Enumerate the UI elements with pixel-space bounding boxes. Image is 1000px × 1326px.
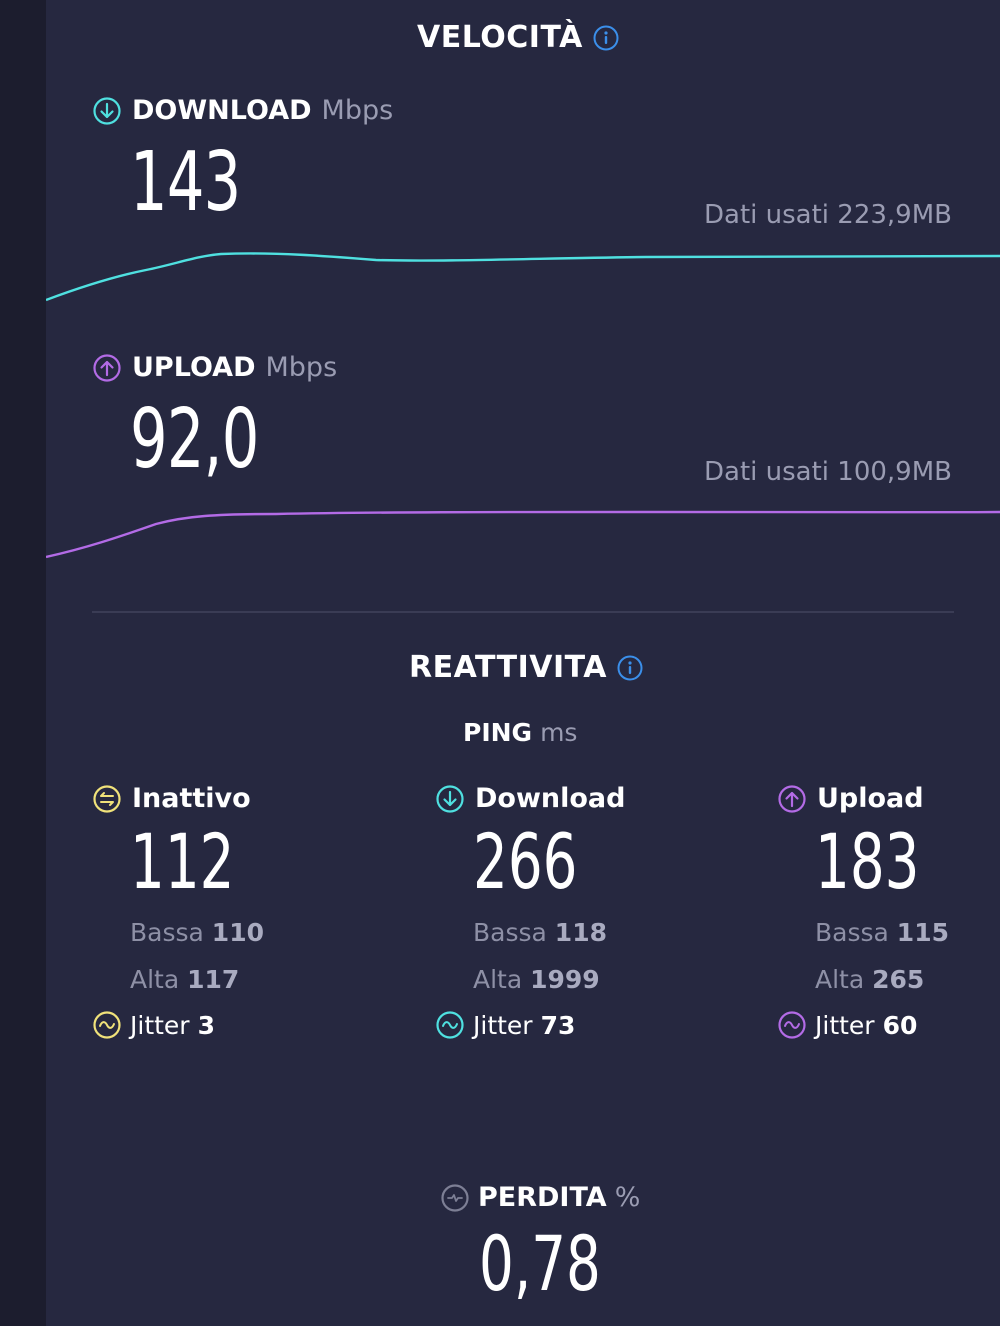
download-arrow-icon (436, 784, 464, 813)
download-label: DOWNLOAD (132, 95, 312, 126)
download-low-label: Bassa (473, 918, 547, 947)
responsiveness-title: REATTIVITA (409, 650, 607, 685)
upload-arrow-icon (778, 784, 806, 813)
packet-loss-icon (441, 1183, 469, 1212)
section-divider (92, 611, 954, 613)
download-data-used: Dati usati 223,9MB (704, 200, 952, 230)
ping-idle-column: Inattivo 112 Bassa 110 Alta 117 Jitter 3 (92, 783, 392, 1040)
upload-jitter-row: Jitter 60 (777, 1010, 987, 1040)
upload-graph-line (46, 510, 1000, 559)
upload-low-value: 115 (896, 918, 949, 947)
packet-loss-unit: % (614, 1182, 641, 1213)
responsiveness-section-header: REATTIVITA (409, 650, 643, 685)
packet-loss-value: 0,78 (479, 1219, 601, 1308)
download-arrow-icon (93, 96, 121, 125)
ping-unit: ms (540, 718, 578, 747)
idle-label: Inattivo (132, 783, 251, 814)
packet-loss-label: PERDITA (478, 1182, 607, 1213)
upload-ping-value: 183 (815, 817, 920, 906)
upload-speed-value: 92,0 (130, 392, 259, 487)
upload-label: UPLOAD (132, 352, 256, 383)
download-high-row: Alta 1999 (473, 965, 735, 994)
idle-icon (93, 784, 121, 813)
idle-high-row: Alta 117 (130, 965, 392, 994)
idle-jitter-value: 3 (197, 1010, 215, 1040)
upload-ping-label: Upload (817, 783, 924, 814)
download-speed-value: 143 (130, 135, 241, 230)
info-icon[interactable] (593, 25, 619, 51)
download-ping-value: 266 (473, 817, 578, 906)
idle-ping-value: 112 (130, 817, 235, 906)
upload-jitter-value: 60 (882, 1010, 918, 1040)
download-jitter-label: Jitter (473, 1010, 533, 1040)
jitter-icon (93, 1011, 121, 1039)
download-graph-line (46, 252, 1000, 302)
jitter-icon (778, 1011, 806, 1039)
ping-header: PING ms (463, 718, 577, 747)
left-panel-edge (0, 0, 46, 1326)
download-ping-label: Download (475, 783, 626, 814)
download-speed-header: DOWNLOAD Mbps (92, 95, 393, 126)
idle-low-value: 110 (211, 918, 264, 947)
packet-loss-header: PERDITA % (440, 1182, 640, 1213)
download-speed-graph (46, 252, 1000, 302)
download-high-label: Alta (473, 965, 523, 994)
download-low-value: 118 (554, 918, 607, 947)
idle-high-label: Alta (130, 965, 180, 994)
speed-title: VELOCITÀ (417, 20, 583, 55)
idle-jitter-label: Jitter (130, 1010, 190, 1040)
upload-arrow-icon (93, 353, 121, 382)
upload-high-row: Alta 265 (815, 965, 987, 994)
upload-low-label: Bassa (815, 918, 889, 947)
upload-high-label: Alta (815, 965, 865, 994)
download-jitter-value: 73 (540, 1010, 576, 1040)
ping-download-column: Download 266 Bassa 118 Alta 1999 Jitter … (435, 783, 735, 1040)
upload-high-value: 265 (872, 965, 925, 994)
idle-jitter-row: Jitter 3 (92, 1010, 392, 1040)
jitter-icon (436, 1011, 464, 1039)
upload-speed-graph (46, 510, 1000, 559)
upload-data-used: Dati usati 100,9MB (704, 457, 952, 487)
upload-speed-header: UPLOAD Mbps (92, 352, 337, 383)
download-jitter-row: Jitter 73 (435, 1010, 735, 1040)
download-low-row: Bassa 118 (473, 918, 735, 947)
idle-low-row: Bassa 110 (130, 918, 392, 947)
upload-unit: Mbps (265, 352, 338, 383)
ping-upload-column: Upload 183 Bassa 115 Alta 265 Jitter 60 (777, 783, 987, 1040)
upload-jitter-label: Jitter (815, 1010, 875, 1040)
download-high-value: 1999 (530, 965, 600, 994)
ping-label: PING (463, 718, 533, 747)
info-icon[interactable] (617, 655, 643, 681)
idle-high-value: 117 (187, 965, 240, 994)
upload-low-row: Bassa 115 (815, 918, 987, 947)
speed-section-header: VELOCITÀ (417, 20, 619, 55)
idle-low-label: Bassa (130, 918, 204, 947)
download-unit: Mbps (321, 95, 394, 126)
